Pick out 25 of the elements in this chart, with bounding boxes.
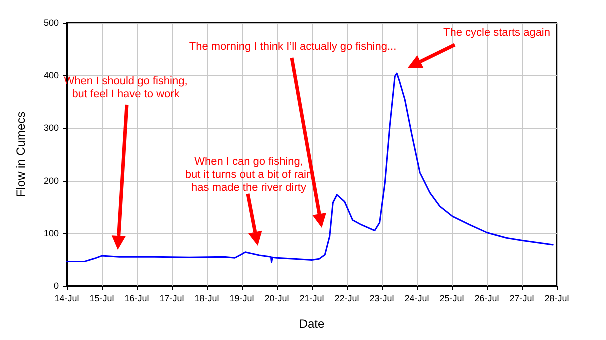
y-tick-label: 0 <box>54 281 59 291</box>
x-tick-label: 16-Jul <box>124 294 150 304</box>
x-tick-label: 15-Jul <box>90 294 114 304</box>
y-axis-title: Flow in Cumecs <box>14 112 28 198</box>
x-axis-title: Date <box>299 317 325 331</box>
x-tick-label: 25-Jul <box>440 294 464 304</box>
x-tick-label: 28-Jul <box>544 294 570 304</box>
x-tick-label: 18-Jul <box>194 294 220 304</box>
x-tick-label: 17-Jul <box>160 294 184 304</box>
x-tick-label: 14-Jul <box>54 294 80 304</box>
x-tick-label: 23-Jul <box>370 294 394 304</box>
x-tick-label: 19-Jul <box>230 294 254 304</box>
y-tick-label: 200 <box>44 176 59 186</box>
x-tick-label: 20-Jul <box>264 294 290 304</box>
annotation: The morning I think I’ll actually go fishing... <box>189 41 397 53</box>
y-tick-label: 500 <box>44 18 59 28</box>
y-tick-label: 100 <box>44 228 59 238</box>
x-tick-label: 24-Jul <box>404 294 430 304</box>
y-tick-label: 400 <box>44 70 59 81</box>
x-tick-label: 26-Jul <box>474 294 500 304</box>
x-tick-label: 22-Jul <box>334 294 360 304</box>
annotation: The cycle starts again <box>444 27 550 39</box>
y-tick-label: 300 <box>44 123 59 134</box>
x-tick-label: 21-Jul <box>300 294 324 304</box>
x-tick-label: 27-Jul <box>510 294 534 304</box>
